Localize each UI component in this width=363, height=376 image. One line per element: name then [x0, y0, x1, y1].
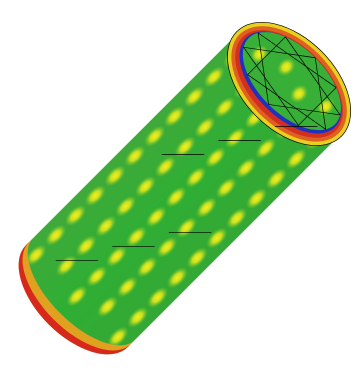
contour-spot	[75, 235, 97, 257]
contour-spot	[156, 236, 178, 258]
contour-spot	[164, 106, 185, 127]
mesh-edge	[161, 154, 205, 155]
contour-spot	[185, 166, 207, 188]
contour-spots	[25, 46, 327, 348]
bottom-rim	[18, 238, 135, 355]
mesh-edge	[218, 140, 261, 141]
contour-spot	[194, 116, 216, 138]
mesh-edge	[168, 232, 212, 233]
mesh-edge	[247, 36, 286, 75]
contour-spot	[246, 188, 267, 209]
contour-spot	[226, 207, 248, 229]
mesh-edge	[274, 126, 318, 127]
contour-spot	[115, 195, 137, 217]
contour-spot	[224, 127, 246, 149]
contour-spot	[165, 186, 187, 208]
inner-spots	[250, 45, 335, 116]
mesh-edge	[55, 260, 99, 262]
contour-spot	[65, 205, 86, 226]
contour-spot	[195, 197, 217, 219]
mesh-edge	[298, 87, 337, 126]
contour-spot	[136, 256, 158, 278]
contour-spot	[144, 125, 166, 147]
contour-spot	[104, 165, 126, 187]
contour-spot	[86, 265, 108, 287]
mesh-edge	[285, 36, 341, 116]
mesh-edge	[247, 74, 326, 130]
contour-spot	[66, 285, 88, 307]
mesh-edge	[243, 47, 299, 126]
mesh-edge	[257, 32, 337, 88]
contour-spot	[106, 246, 127, 267]
contour-spot	[206, 227, 228, 249]
contour-spot	[95, 215, 117, 237]
contour-spot	[124, 145, 146, 167]
contour-spot	[84, 185, 106, 207]
contour-spot	[205, 147, 226, 168]
contour-spot	[203, 66, 225, 88]
contour-spot	[125, 226, 147, 248]
contour-spot	[135, 176, 156, 197]
contour-spot	[166, 267, 188, 289]
contour-spot	[147, 287, 168, 308]
mesh-edge	[314, 57, 327, 130]
contour-spot	[174, 136, 196, 158]
contour-spot	[145, 206, 167, 228]
mesh-lines	[55, 21, 352, 262]
contour-spot	[285, 148, 307, 170]
inner-spot	[289, 84, 309, 103]
contour-spot	[215, 177, 237, 199]
mesh-ring	[227, 21, 352, 146]
mesh-edge	[268, 104, 341, 116]
contour-spot	[183, 86, 205, 108]
contour-spot	[127, 306, 149, 328]
contour-spot	[25, 244, 47, 266]
contour-spot	[214, 96, 236, 118]
contour-spot	[45, 224, 67, 246]
contour-spot	[96, 296, 118, 318]
contour-spot	[235, 157, 257, 179]
contour-spot	[265, 168, 287, 190]
mesh-edge	[257, 32, 269, 105]
inner-spot	[277, 57, 296, 77]
contour-spot	[186, 247, 208, 269]
contour-spot	[154, 156, 176, 178]
contour-spot	[255, 137, 277, 159]
mesh-edge	[112, 246, 155, 247]
contour-spot	[116, 276, 138, 298]
contour-spot	[107, 326, 129, 348]
mesh-edge	[243, 46, 316, 59]
